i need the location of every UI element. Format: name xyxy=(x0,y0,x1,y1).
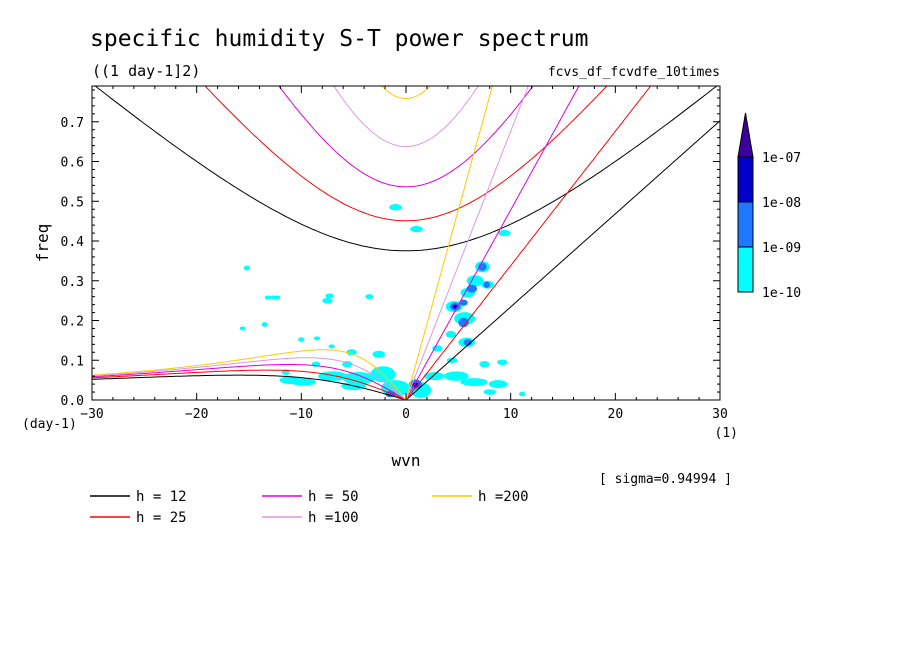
y-tick-label: 0.6 xyxy=(61,156,84,171)
x-unit-label: (1) xyxy=(715,426,738,441)
power-patch xyxy=(479,361,490,368)
kelvin-curve xyxy=(405,86,493,400)
power-patch xyxy=(443,371,469,381)
power-patch xyxy=(432,345,443,352)
kelvin-curve xyxy=(405,86,652,400)
power-patch xyxy=(458,317,469,328)
y-tick-label: 0.5 xyxy=(61,195,84,210)
power-patch xyxy=(322,297,333,304)
y-tick-label: 0.4 xyxy=(61,235,85,250)
power-patch xyxy=(328,344,335,349)
power-patch xyxy=(372,350,386,358)
power-patch xyxy=(483,389,497,395)
colorbar-box xyxy=(737,201,754,248)
axes: −30 −20 −10 0 10 20 30 0.0 0.1 0.2 0.3 0.4 0.5 0.6 0.7 xyxy=(61,86,728,422)
colorbar-box xyxy=(737,246,754,293)
legend-label: h = 25 xyxy=(136,510,187,526)
legend: h = 12 h = 25 h = 50 h =100 h =200 xyxy=(90,489,529,526)
y-unit-label: (day-1) xyxy=(22,417,77,432)
power-patch xyxy=(410,225,423,233)
legend-label: h = 50 xyxy=(308,489,359,505)
power-patch xyxy=(497,359,508,366)
plot-frame xyxy=(91,85,721,401)
power-patches xyxy=(239,204,526,399)
legend-label: h =100 xyxy=(308,510,359,526)
rossby-curve xyxy=(92,369,407,400)
power-patch xyxy=(423,372,445,381)
kelvin-curve xyxy=(405,120,720,400)
x-tick-label: 0 xyxy=(402,407,410,422)
power-patch xyxy=(488,380,508,389)
y-tick-label: 0.1 xyxy=(61,354,84,369)
x-tick-label: 10 xyxy=(503,407,519,422)
colorbar-box xyxy=(737,156,754,203)
colorbar: 1e-10 1e-09 1e-08 1e-07 xyxy=(737,112,801,301)
power-patch xyxy=(346,349,357,356)
power-patch xyxy=(365,294,374,300)
power-patch xyxy=(243,265,251,271)
inertia-gravity-curve xyxy=(333,86,479,148)
x-tick-label: −10 xyxy=(290,407,313,422)
power-patch xyxy=(290,378,316,386)
chart-subtitle: ((1 day-1]2) xyxy=(92,62,200,80)
power-patch xyxy=(264,295,271,300)
rossby-curve xyxy=(92,349,407,400)
colorbar-label: 1e-09 xyxy=(762,241,801,256)
y-tick-label: 0.3 xyxy=(61,275,84,290)
power-patch xyxy=(460,378,488,387)
power-patch xyxy=(459,299,468,306)
power-patch xyxy=(463,339,472,346)
inertia-gravity-curve xyxy=(381,86,431,100)
power-patch xyxy=(342,372,376,385)
power-patch xyxy=(466,284,478,293)
colorbar-label: 1e-10 xyxy=(762,286,801,301)
inertia-gravity-curve xyxy=(94,86,718,252)
y-tick-label: 0.7 xyxy=(61,116,84,131)
power-patch xyxy=(445,330,457,338)
inertia-gravity-curve xyxy=(204,86,608,222)
rossby-curve xyxy=(92,364,407,400)
power-patch xyxy=(519,391,526,397)
colorbar-label: 1e-08 xyxy=(762,196,801,211)
power-patch xyxy=(269,295,277,300)
inertia-gravity-curve xyxy=(278,86,534,188)
kelvin-curve xyxy=(405,86,580,400)
y-tick-label: 0.2 xyxy=(61,315,84,330)
colorbar-extension xyxy=(737,112,754,158)
colorbar-label: 1e-07 xyxy=(762,151,801,166)
x-tick-label: −30 xyxy=(80,407,103,422)
kelvin-curve xyxy=(405,86,529,400)
y-tick-label: 0.0 xyxy=(61,394,84,409)
dispersion-curves xyxy=(92,86,720,400)
power-patch xyxy=(325,293,334,299)
power-patch xyxy=(483,281,490,288)
x-tick-label: −20 xyxy=(185,407,208,422)
y-axis-label: freq xyxy=(33,224,52,263)
run-label: fcvs_df_fcvdfe_10times xyxy=(548,65,720,80)
power-patch xyxy=(261,322,268,327)
x-tick-label: 20 xyxy=(608,407,624,422)
legend-label: h =200 xyxy=(478,489,529,505)
power-patch xyxy=(389,204,402,211)
chart-title: specific humidity S-T power spectrum xyxy=(90,26,589,52)
power-patch xyxy=(298,337,305,342)
power-patch xyxy=(239,326,246,331)
rossby-curve xyxy=(92,374,407,400)
sigma-label: [ sigma=0.94994 ] xyxy=(599,472,732,487)
x-axis-label: wvn xyxy=(392,451,421,470)
power-patch xyxy=(313,336,321,341)
power-patch xyxy=(466,275,484,287)
legend-label: h = 12 xyxy=(136,489,187,505)
power-patch xyxy=(498,229,511,237)
x-tick-label: 30 xyxy=(712,407,728,422)
rossby-curve xyxy=(92,357,407,400)
